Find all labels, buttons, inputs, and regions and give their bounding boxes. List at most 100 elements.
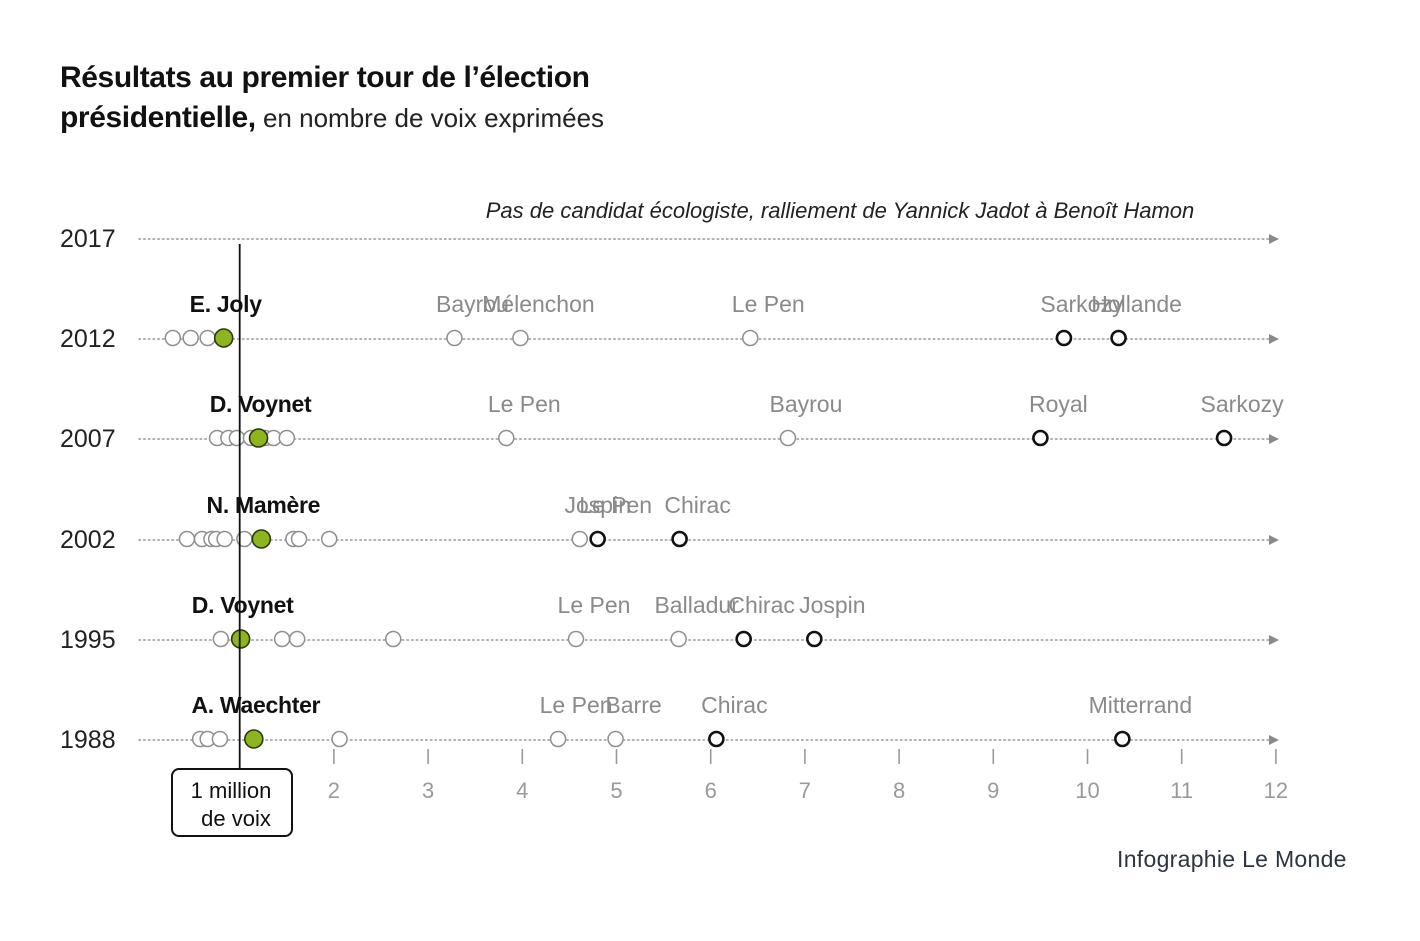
candidate-label: Mélenchon [482, 291, 595, 317]
year-label: 1995 [60, 626, 116, 654]
candidate-label: Le Pen [488, 391, 561, 417]
candidate-label: Sarkozy [1040, 291, 1124, 317]
x-tick-label: 4 [516, 778, 528, 803]
candidate-label-ecologist: N. Mamère [207, 492, 321, 518]
candidate-dot [512, 329, 529, 347]
candidate-label: Sarkozy [1201, 391, 1285, 417]
candidate-label: Le Pen [579, 492, 652, 518]
candidate-dot [567, 630, 585, 648]
candidate-dot [216, 530, 233, 548]
candidate-dot [331, 730, 348, 748]
candidate-dot [742, 329, 759, 347]
candidate-label: Hollande [1091, 291, 1182, 317]
candidate-dot-major [708, 730, 725, 748]
x-axis: 2 3 4 5 6 7 8 9 10 11 12 [328, 749, 1288, 803]
year-label: 1988 [60, 726, 116, 754]
year-label: 2012 [60, 325, 116, 353]
candidate-dot [571, 530, 589, 548]
credit-text: Infographie Le Monde [1117, 846, 1347, 872]
row-arrow [1269, 434, 1279, 444]
candidate-dot-major [1032, 429, 1049, 447]
row-2017: 2017 Pas de candidat écologiste, rallieme… [60, 198, 1279, 253]
candidate-dot-ecologist [248, 428, 269, 448]
candidate-label: Jospin [565, 492, 631, 518]
reference-label-line2: de voix [201, 806, 271, 831]
x-tick-label: 3 [422, 778, 434, 803]
candidate-label-ecologist: D. Voynet [192, 592, 294, 618]
year-label: 2007 [60, 425, 116, 453]
candidate-dot [549, 730, 567, 748]
candidate-dot [212, 630, 230, 648]
candidate-label: Balladur [654, 592, 739, 618]
x-tick-label: 7 [799, 778, 811, 803]
title-line-2: présidentielle, en nombre de voix exprim… [60, 98, 960, 138]
x-tick-label: 6 [705, 778, 717, 803]
candidate-dot-major [1114, 730, 1131, 748]
candidate-label: Bayrou [436, 291, 509, 317]
candidate-dot-major [806, 630, 823, 648]
title-line-1: Résultats au premier tour de l’élection [60, 61, 590, 94]
chart-title: Résultats au premier tour de l’élection … [60, 58, 960, 138]
candidate-dot-major [671, 530, 688, 548]
candidate-dot-major [589, 530, 606, 548]
chart-subtitle: en nombre de voix exprimées [255, 103, 605, 133]
candidate-label-ecologist: E. Joly [190, 291, 263, 317]
row-arrow [1269, 735, 1279, 745]
x-tick-label: 12 [1264, 778, 1288, 803]
rows-group: 2017 Pas de candidat écologiste, rallieme… [60, 198, 1284, 754]
year-label: 2017 [60, 225, 116, 253]
candidate-dot [670, 630, 687, 648]
candidate-label: Le Pen [558, 592, 631, 618]
candidate-dot [290, 530, 308, 548]
candidate-label: Le Pen [732, 291, 805, 317]
x-tick-label: 8 [893, 778, 905, 803]
candidate-dot [199, 329, 216, 347]
candidate-dot [164, 329, 182, 347]
candidate-label: Royal [1029, 391, 1088, 417]
x-tick-label: 9 [987, 778, 999, 803]
candidate-label: Le Pen [540, 692, 613, 718]
candidate-label: Chirac [728, 592, 794, 618]
candidate-dot-ecologist [213, 328, 234, 348]
candidate-dot [288, 630, 306, 648]
row-arrow [1269, 535, 1279, 545]
candidate-dot [273, 630, 291, 648]
candidate-dot [182, 329, 199, 347]
candidate-dot-major [1110, 329, 1127, 347]
candidate-label-ecologist: A. Waechter [191, 692, 320, 718]
row-2007: 2007 D. Voynet Le Pen Bayrou Royal Sarkozy [60, 391, 1284, 453]
candidate-dot [498, 429, 515, 447]
x-tick-label: 11 [1170, 778, 1193, 803]
candidate-dot-major [1055, 329, 1073, 347]
candidate-dot-ecologist [244, 729, 264, 749]
candidate-label: Mitterrand [1089, 692, 1193, 718]
candidate-dot [320, 530, 338, 548]
candidate-dot [779, 429, 797, 447]
candidate-dot [211, 730, 229, 748]
candidate-dot-major [1215, 429, 1233, 447]
reference-box [171, 768, 293, 837]
row-arrow [1269, 234, 1279, 244]
title-bold-part: présidentielle, [60, 101, 256, 134]
candidate-dot [228, 429, 246, 447]
row-arrow [1269, 334, 1279, 344]
reference-label-line1: 1 million [191, 778, 272, 803]
candidate-label: Chirac [701, 692, 767, 718]
candidate-label: Chirac [664, 492, 730, 518]
year-label: 2002 [60, 526, 116, 554]
reference-label: 1 million de voix [171, 768, 293, 837]
candidate-dot-major [735, 630, 752, 648]
x-tick-label: 2 [328, 778, 340, 803]
candidate-dot [178, 530, 196, 548]
row-note: Pas de candidat écologiste, ralliement d… [486, 198, 1195, 223]
candidate-label-ecologist: D. Voynet [210, 391, 312, 417]
x-tick-label: 5 [610, 778, 622, 803]
candidate-label: Bayrou [770, 391, 843, 417]
candidate-label: Jospin [799, 592, 865, 618]
row-arrow [1269, 635, 1279, 645]
candidate-dot [384, 630, 402, 648]
